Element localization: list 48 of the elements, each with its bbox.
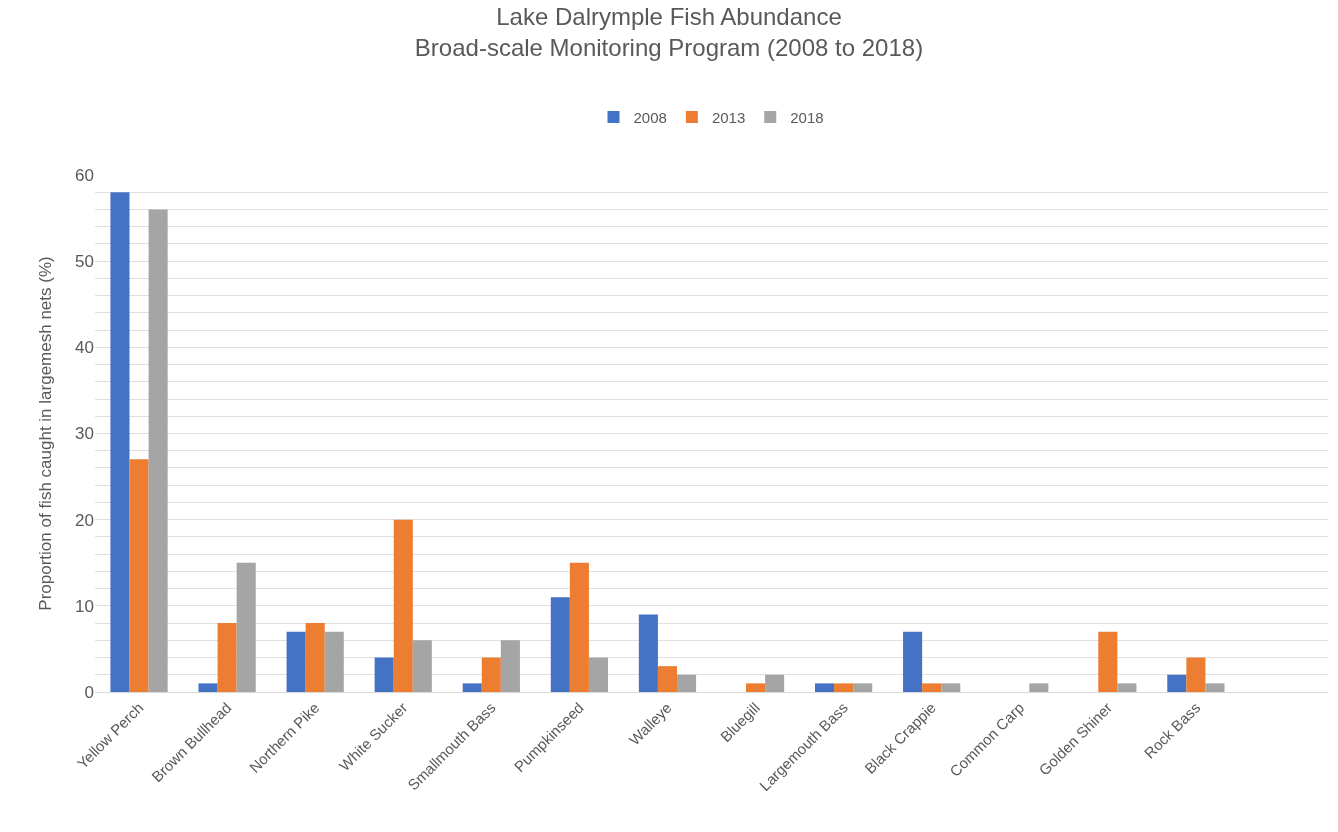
bar <box>569 562 589 692</box>
bar <box>198 683 218 692</box>
bar <box>217 623 237 692</box>
bar <box>550 597 570 692</box>
y-tick-label: 0 <box>84 682 94 702</box>
chart-title: Lake Dalrymple Fish Abundance <box>496 2 842 30</box>
bar <box>481 657 501 692</box>
y-tick-label: 30 <box>75 424 94 444</box>
bar <box>588 657 609 692</box>
bar <box>765 674 785 692</box>
bar <box>148 209 168 692</box>
bar <box>834 683 854 692</box>
bar <box>286 631 306 692</box>
legend-label: 2013 <box>711 108 746 126</box>
bar <box>1117 683 1137 692</box>
bar <box>677 674 697 692</box>
bar <box>1098 631 1118 692</box>
bar <box>462 683 482 692</box>
bar <box>1186 657 1206 692</box>
bar <box>853 683 873 692</box>
legend-label: 2008 <box>633 108 667 126</box>
bar <box>374 657 394 692</box>
bar <box>638 614 658 692</box>
bar <box>814 683 835 692</box>
bar <box>657 666 678 692</box>
bar <box>412 640 432 692</box>
bar <box>393 519 413 692</box>
bar <box>129 459 149 692</box>
y-tick-label: 10 <box>75 596 94 616</box>
bar <box>941 683 961 692</box>
bar <box>500 640 520 692</box>
bar <box>745 683 766 692</box>
y-tick-label: 20 <box>75 510 94 530</box>
chart-subtitle: Broad-scale Monitoring Program (2008 to 2018) <box>414 34 924 62</box>
bar <box>1205 683 1225 692</box>
y-tick-label: 60 <box>75 165 94 185</box>
bar <box>903 631 923 692</box>
y-axis-title: Proportion of fish caught in largemesh nets (%) <box>36 256 55 611</box>
bar <box>922 683 942 692</box>
bar <box>1167 674 1187 692</box>
bar <box>236 562 256 692</box>
legend-label: 2018 <box>790 108 824 126</box>
y-tick-label: 50 <box>75 252 94 272</box>
bar <box>110 192 130 692</box>
bar <box>1029 683 1049 692</box>
y-tick-label: 40 <box>75 338 94 358</box>
bar <box>324 631 344 692</box>
bar <box>305 623 325 692</box>
